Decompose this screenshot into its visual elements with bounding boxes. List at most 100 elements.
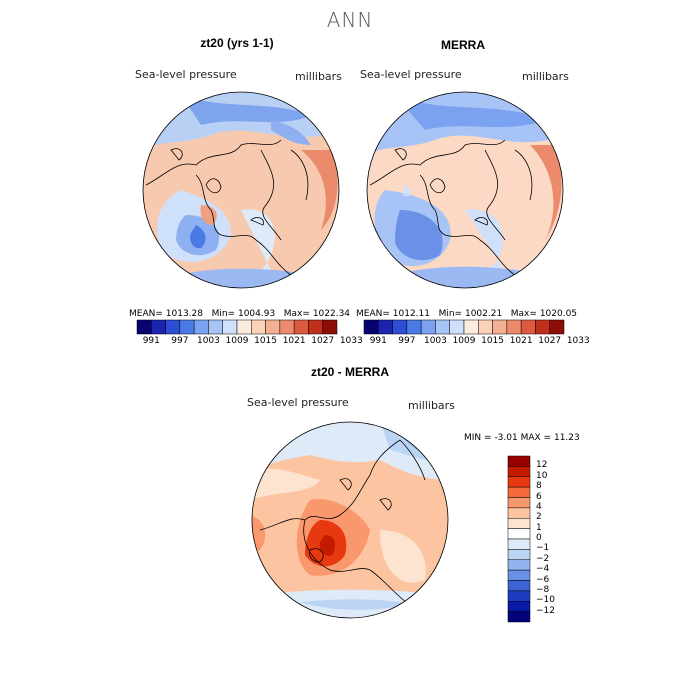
diff-colorbar [507,455,531,623]
colorbar-swatch [293,319,309,335]
colorbar-tick-label: 991 [369,336,387,346]
panel2-min-value: 1002.21 [464,309,503,319]
colorbar-swatch [478,319,493,335]
colorbar-tick-label: −12 [536,605,555,616]
colorbar-swatch [251,319,266,335]
colorbar-tick-label: 1003 [196,336,220,346]
colorbar-tick-label: −10 [536,595,555,606]
colorbar-swatch [322,319,338,335]
colorbar-tick-label: 1009 [452,336,476,346]
panel1-units-label: millibars [295,70,342,83]
colorbar-tick-label: 1021 [282,336,306,346]
colorbar-tick-label: 1033 [339,336,363,346]
panel2-min-label: Min= [438,309,463,319]
colorbar-tick-label: 1003 [423,336,447,346]
colorbar-swatch [420,319,436,335]
diff-min-label: MIN = [464,433,492,443]
colorbar-swatch [265,319,281,335]
colorbar-swatch [507,497,531,509]
colorbar-tick-label: 10 [536,470,548,481]
panel2-mean-label: MEAN= [356,309,390,319]
colorbar-swatch [507,549,531,560]
colorbar-swatch [279,319,295,335]
colorbar-tick-label: 12 [536,460,548,471]
colorbar-tick-label: 8 [536,481,542,492]
colorbar-tick-label: 997 [398,336,416,346]
colorbar-swatch [151,319,166,335]
colorbar-swatch [507,611,531,623]
colorbar-tick-label: 1021 [509,336,533,346]
colorbar-swatch [507,559,531,571]
colorbar-swatch [463,319,479,335]
colorbar-tick-label: 2 [536,512,542,523]
panel2-stats: MEAN= 1012.11 Min= 1002.21 Max= 1020.05 [356,309,577,319]
panel1-min-label: Min= [211,309,236,319]
colorbar-tick-label: 997 [171,336,189,346]
colorbar-swatch [507,518,531,529]
colorbar-swatch [193,319,209,335]
diff-stats: MIN = -3.01 MAX = 11.23 [464,433,580,443]
colorbar-swatch [222,319,238,335]
panel1-max-label: Max= [283,309,310,319]
colorbar-swatch [406,319,422,335]
panel2-max-label: Max= [510,309,537,319]
colorbar-swatch [136,319,152,335]
colorbar-swatch [179,319,195,335]
panel1-min-value: 1004.93 [237,309,276,319]
panel1-max-value: 1022.34 [312,309,351,319]
colorbar-tick-label: −4 [536,564,550,575]
colorbar-swatch [507,455,531,467]
colorbar-swatch [308,319,323,335]
panel1-colorbar [136,319,338,335]
panel2-map [366,91,564,289]
colorbar-swatch [236,319,252,335]
colorbar-swatch [507,590,531,602]
colorbar-tick-label: 1015 [481,336,505,346]
colorbar-swatch [507,580,531,592]
colorbar-swatch [507,507,531,519]
diff-max-label: MAX = [520,433,552,443]
panel2-title: MERRA [441,38,485,52]
colorbar-tick-label: 1009 [225,336,249,346]
panel1-title: zt20 (yrs 1-1) [200,36,274,50]
panel2-colorbar [363,319,565,335]
panel1-stats: MEAN= 1013.28 Min= 1004.93 Max= 1022.34 [129,309,350,319]
colorbar-swatch [449,319,465,335]
diff-field-label: Sea-level pressure [247,396,349,409]
colorbar-swatch [507,528,531,540]
colorbar-swatch [520,319,536,335]
colorbar-tick-label: −2 [536,553,550,564]
colorbar-swatch [165,319,181,335]
colorbar-tick-label: −1 [536,543,550,554]
colorbar-swatch [435,319,450,335]
colorbar-swatch [507,569,531,581]
colorbar-swatch [506,319,522,335]
colorbar-tick-label: −8 [536,584,550,595]
colorbar-swatch [507,538,531,550]
colorbar-swatch [363,319,379,335]
colorbar-tick-label: 1033 [566,336,590,346]
colorbar-swatch [507,601,531,612]
colorbar-swatch [492,319,508,335]
colorbar-swatch [378,319,393,335]
colorbar-tick-label: 1 [536,522,542,533]
colorbar-tick-label: 0 [536,533,542,543]
colorbar-tick-label: −6 [536,574,550,585]
panel2-mean-value: 1012.11 [392,309,430,319]
colorbar-swatch [507,476,531,488]
panel1-field-label: Sea-level pressure [135,68,237,81]
colorbar-tick-label: 1027 [311,336,335,346]
colorbar-tick-label: 991 [142,336,160,346]
panel2-units-label: millibars [522,70,569,83]
panel1-mean-value: 1013.28 [165,309,203,319]
diff-map [251,421,449,619]
diff-min-value: -3.01 [494,433,518,443]
colorbar-tick-label: 1027 [538,336,562,346]
panel2-max-value: 1020.05 [539,309,578,319]
colorbar-swatch [392,319,408,335]
diff-max-value: 11.23 [553,433,580,443]
colorbar-swatch [507,486,531,498]
colorbar-swatch [535,319,550,335]
page-title: ANN [326,8,374,32]
colorbar-swatch [208,319,223,335]
